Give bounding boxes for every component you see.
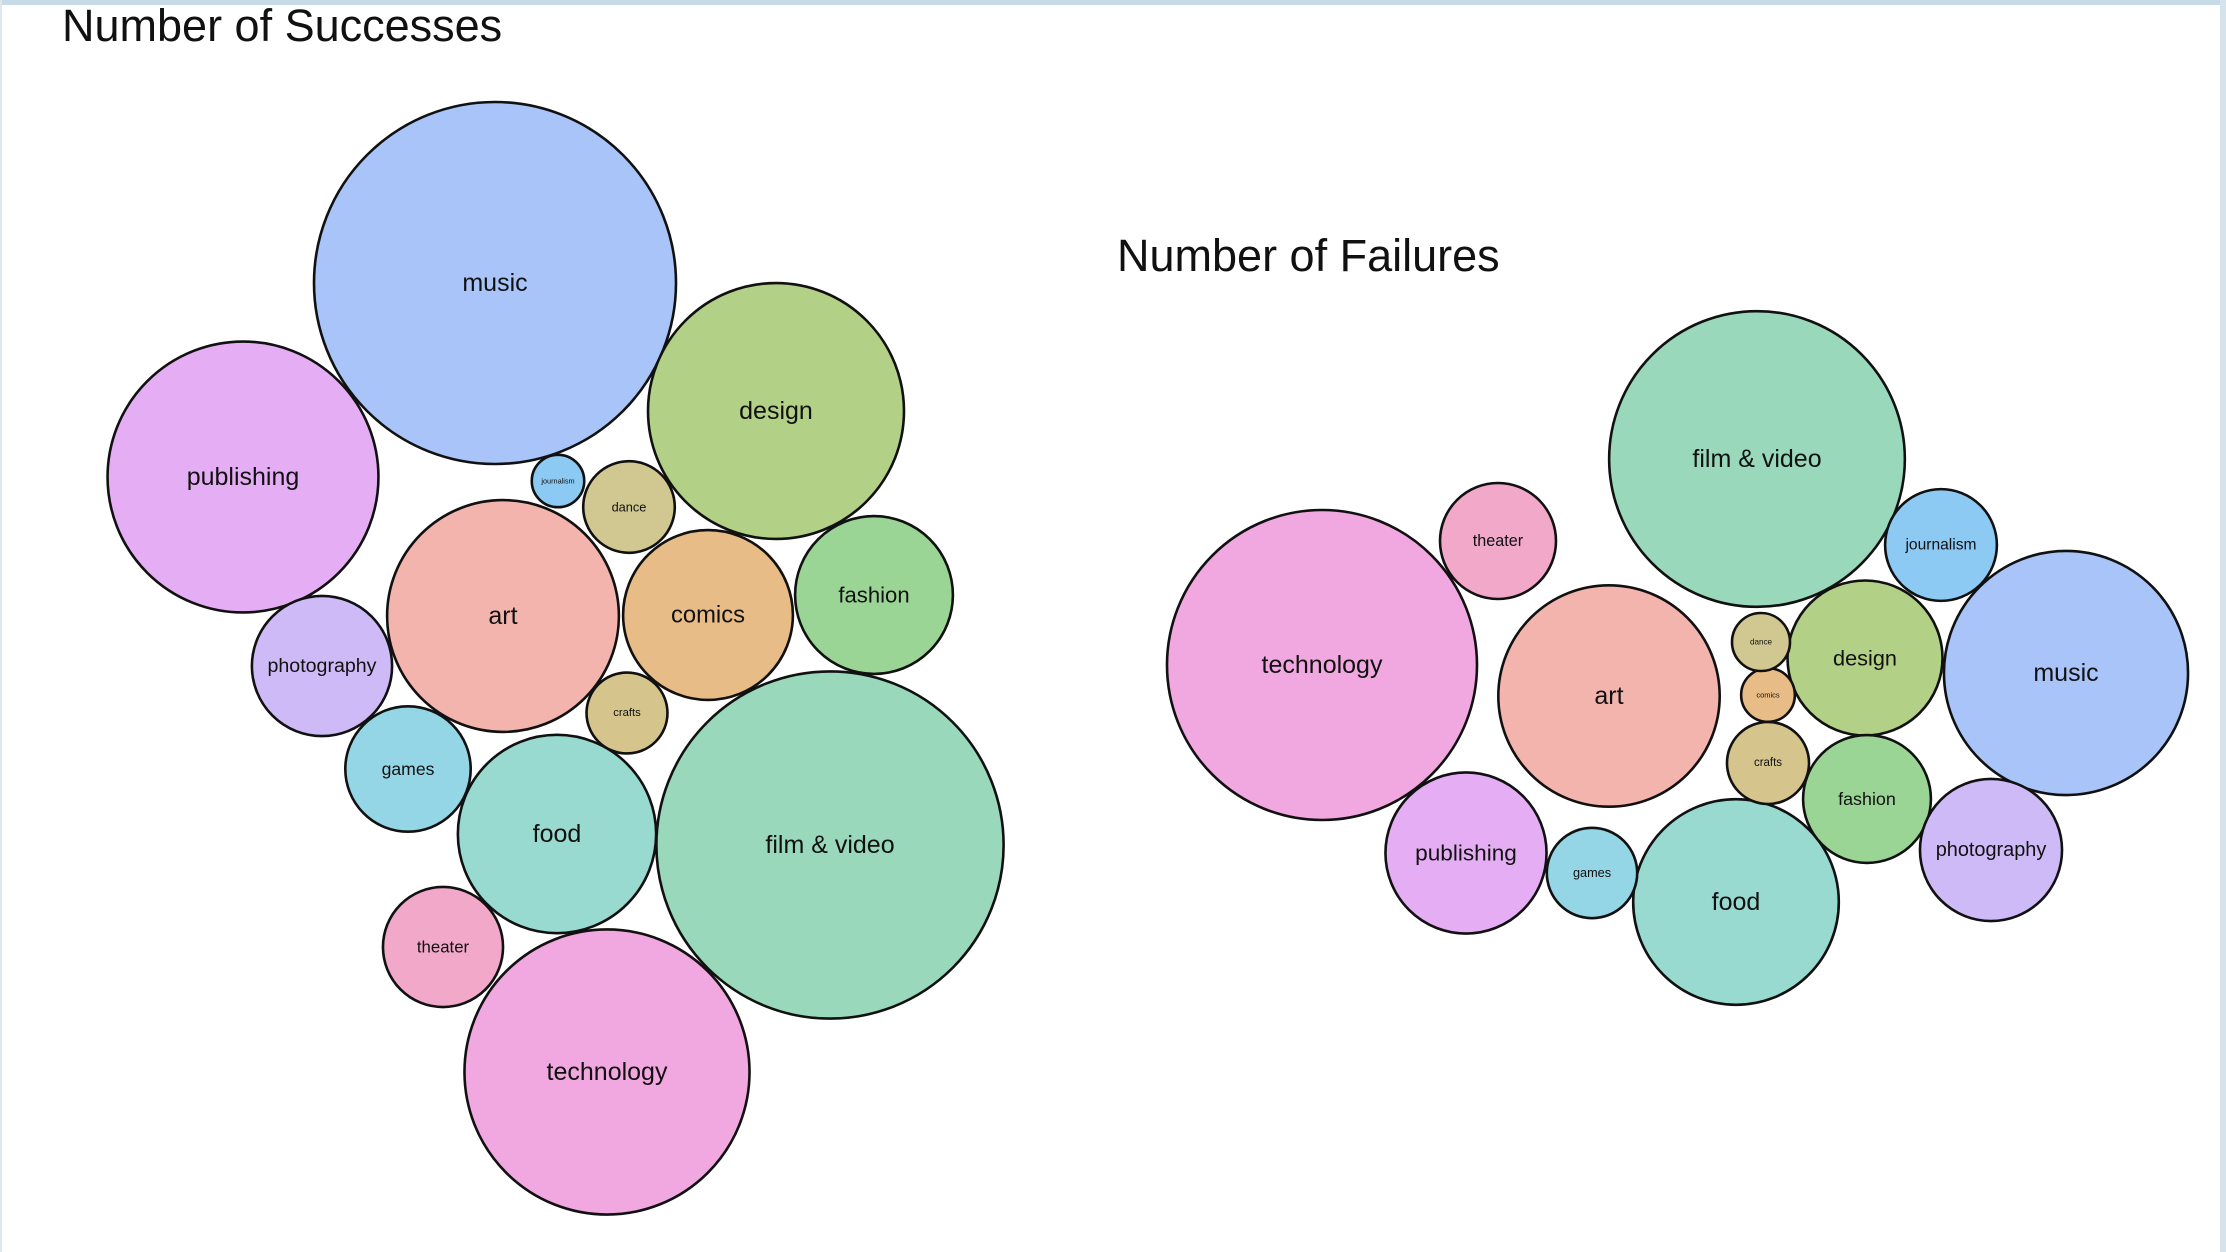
failures-chart-title: Number of Failures — [1117, 230, 1500, 281]
bubble-label-publishing: publishing — [1415, 841, 1517, 866]
bubble-label-fashion: fashion — [1838, 789, 1896, 809]
bubble-publishing — [1384, 771, 1548, 935]
bubble-games — [343, 704, 473, 834]
bubble-label-games: games — [1573, 866, 1611, 880]
bubble-label-film-and-video: film & video — [1692, 445, 1821, 473]
bubble-photography — [1918, 777, 2064, 923]
bubble-music — [1942, 549, 2190, 797]
bubble-dance — [1730, 611, 1792, 673]
bubble-art — [385, 498, 621, 734]
bubble-games — [1545, 826, 1639, 920]
bubble-theater — [1438, 481, 1558, 601]
failures-bubble-chart: technology film & video art music food design… — [1165, 309, 2190, 1007]
bubble-food — [1631, 797, 1841, 1007]
bubble-label-music: music — [462, 269, 527, 297]
bubble-technology — [1165, 508, 1479, 822]
bubble-label-design: design — [1833, 646, 1897, 671]
bubble-label-dance: dance — [612, 500, 647, 515]
bubble-label-theater: theater — [417, 938, 470, 957]
bubble-label-comics: comics — [671, 602, 745, 629]
bubble-photography — [250, 594, 394, 738]
bubble-technology — [463, 928, 751, 1216]
bubble-label-journalism: journalism — [1904, 537, 1976, 554]
bubble-design — [646, 281, 906, 541]
bubble-label-dance: dance — [1750, 638, 1773, 647]
bubble-label-music: music — [2033, 659, 2098, 687]
bubble-label-fashion: fashion — [838, 583, 909, 608]
bubble-label-technology: technology — [1262, 651, 1383, 679]
bubble-label-technology: technology — [547, 1058, 668, 1086]
successes-chart-title: Number of Successes — [62, 0, 503, 51]
bubble-label-food: food — [1712, 888, 1761, 916]
bubble-label-food: food — [533, 820, 582, 848]
bubble-fashion — [793, 514, 955, 676]
bubble-label-crafts: crafts — [613, 707, 641, 719]
bubble-label-design: design — [739, 397, 813, 425]
bubble-film-and-video — [1607, 309, 1907, 609]
bubble-label-crafts: crafts — [1754, 757, 1782, 769]
bubble-label-comics: comics — [1756, 691, 1780, 700]
bubble-music — [312, 100, 678, 466]
bubble-publishing — [106, 340, 380, 614]
bubble-label-theater: theater — [1473, 532, 1524, 550]
bubble-journalism — [530, 453, 586, 509]
bubble-label-journalism: journalism — [540, 477, 574, 486]
bubble-dance — [581, 459, 677, 555]
bubble-comics — [621, 528, 795, 702]
bubble-label-art: art — [1594, 682, 1623, 710]
bubble-label-art: art — [488, 602, 517, 630]
bubble-journalism — [1883, 487, 1999, 603]
bubble-label-film-and-video: film & video — [765, 831, 894, 859]
successes-bubble-chart: music film & video technology design publish… — [106, 100, 1005, 1216]
bubble-label-games: games — [382, 759, 435, 779]
bubble-food — [456, 733, 658, 935]
bubble-art — [1497, 584, 1721, 808]
window-left-border — [0, 0, 2, 1252]
window-top-border — [0, 0, 2226, 5]
bubble-label-publishing: publishing — [187, 463, 300, 491]
bubble-label-photography: photography — [268, 655, 377, 677]
window-scrollbar-track[interactable] — [2220, 0, 2226, 1252]
bubble-theater — [381, 885, 505, 1009]
bubble-label-photography: photography — [1936, 839, 2047, 861]
bubble-crafts — [585, 671, 669, 755]
bubble-fashion — [1801, 733, 1933, 865]
